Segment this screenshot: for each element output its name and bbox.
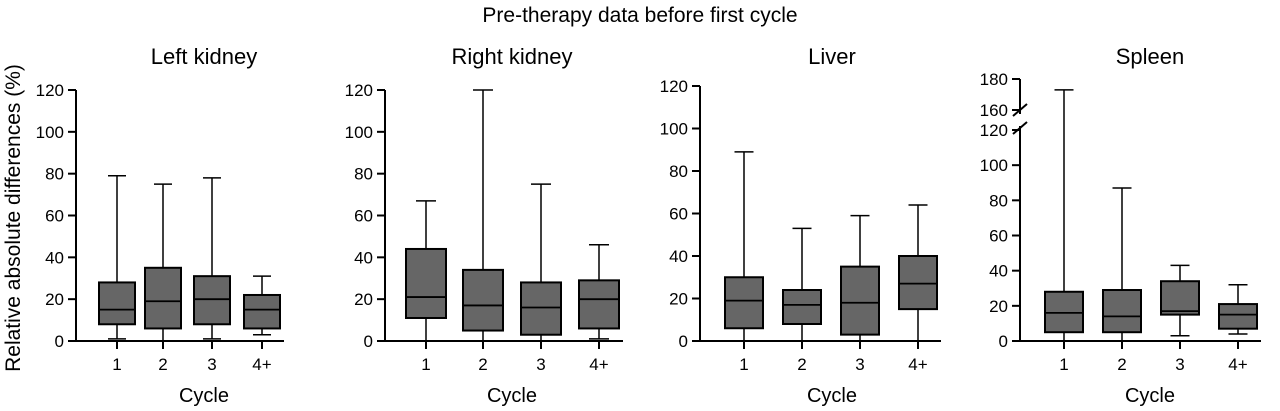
y-tick-label: 80 [669,162,688,181]
y-tick-label: 0 [999,332,1008,351]
y-tick-label: 0 [364,332,373,351]
box-iqr [405,247,447,319]
y-tick-label: 80 [45,165,64,184]
y-axis-label: Relative absolute differences (%) [2,64,25,372]
box-iqr [898,255,938,311]
y-tick-label: 60 [989,227,1008,246]
panel-title: Spleen [1116,44,1185,69]
box-iqr [243,293,281,330]
panel-title: Right kidney [451,44,572,69]
x-tick-label: 2 [478,355,487,374]
y-tick-label: 60 [354,207,373,226]
y-tick-label: 20 [989,297,1008,316]
x-tick-label: 2 [158,355,167,374]
y-tick-label: 60 [669,205,688,224]
axis-break-mark [1012,121,1028,135]
plot-area: 0 20 40 60 80 100 120 [660,77,941,351]
y-tick-label: 0 [55,332,64,351]
panel-left-kidney: Left kidney 0 20 40 60 80 100 120 1 2 3 4+ Cyc… [36,44,284,407]
x-tick-label: 4+ [1228,355,1247,374]
y-tick-label: 120 [660,77,688,96]
panel-right-kidney: Right kidney 0 20 40 60 80 100 120 1 2 3 4+ Cy… [345,44,623,407]
x-tick-label: 2 [1117,355,1126,374]
panel-liver: Liver 0 20 40 60 80 100 120 1 2 3 4+ Cycle [660,44,941,407]
x-tick-label: 1 [421,355,430,374]
y-tick-label: 100 [660,120,688,139]
x-axis-label: Cycle [807,385,857,407]
x-tick-label: 1 [739,355,748,374]
y-tick-label: 40 [354,248,373,267]
y-tick-label: 20 [354,290,373,309]
y-tick-label: 180 [980,70,1008,89]
box-iqr [462,268,504,332]
y-tick-label: 80 [354,165,373,184]
box-iqr [1160,280,1200,316]
figure-title: Pre-therapy data before first cycle [482,4,797,27]
x-tick-label: 3 [855,355,864,374]
y-tick-label: 120 [345,81,373,100]
x-tick-label: 2 [797,355,806,374]
y-tick-label: 40 [45,248,64,267]
x-tick-label: 4+ [908,355,927,374]
box-iqr [144,266,182,330]
y-tick-label: 160 [980,101,1008,120]
x-tick-label: 3 [1175,355,1184,374]
plot-area: 0 20 40 60 80 100 120 [36,81,284,351]
x-tick-label: 4+ [589,355,608,374]
box-iqr [193,275,231,326]
y-tick-label: 20 [45,290,64,309]
x-tick-label: 1 [1059,355,1068,374]
x-axis-label: Cycle [487,385,537,407]
y-tick-label: 20 [669,290,688,309]
x-tick-label: 4+ [252,355,271,374]
y-tick-label: 0 [679,332,688,351]
x-tick-label: 1 [112,355,121,374]
box-iqr [1218,303,1258,330]
box-iqr [98,281,136,326]
y-tick-label: 60 [45,207,64,226]
box-iqr [578,279,620,330]
box-iqr [520,281,562,336]
box-iqr [724,276,764,330]
y-tick-label: 120 [36,81,64,100]
y-tick-label: 100 [36,123,64,142]
panel-title: Left kidney [151,44,257,69]
x-tick-label: 3 [207,355,216,374]
y-tick-label: 40 [989,262,1008,281]
x-axis-label: Cycle [1125,385,1175,407]
box-iqr [1102,289,1142,334]
plot-area: 0 20 40 60 80 100 120 [345,81,623,351]
y-tick-label: 80 [989,191,1008,210]
box-iqr [782,289,822,325]
y-tick-label: 40 [669,247,688,266]
y-tick-label: 100 [980,156,1008,175]
y-tick-label: 100 [345,123,373,142]
box-iqr [840,265,880,336]
y-tick-label: 120 [980,121,1008,140]
x-axis-label: Cycle [179,385,229,407]
panel-title: Liver [808,44,856,69]
x-tick-label: 3 [536,355,545,374]
